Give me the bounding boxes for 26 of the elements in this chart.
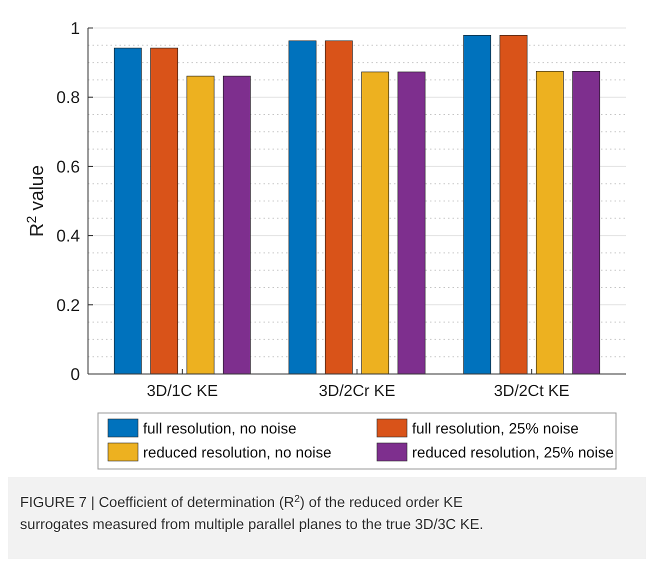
bar	[288, 40, 316, 374]
legend-label: reduced resolution, 25% noise	[412, 444, 614, 462]
bar	[572, 70, 600, 374]
bar	[186, 76, 214, 374]
bar	[324, 40, 353, 374]
y-tick-label: 0.6	[56, 157, 80, 176]
caption: FIGURE 7 | Coefficient of determination (R$^{2}$) of the reduced order KE surrogates measured from multiple parallel planes to the true 3D/3C KE.	[20, 494, 484, 533]
y-tick-label: 1	[70, 18, 80, 38]
bar	[222, 76, 251, 374]
legend-label: full resolution, no noise	[143, 420, 296, 438]
bar	[500, 34, 528, 374]
x-tick-label: 3D/2Ct KE	[494, 383, 570, 400]
x-tick-label: 3D/1C KE	[146, 383, 218, 400]
bar	[463, 34, 492, 374]
bar	[398, 72, 426, 374]
bar	[150, 48, 178, 374]
bar	[114, 48, 142, 374]
bar	[536, 70, 564, 374]
bar	[361, 72, 390, 374]
y-tick-label: 0.2	[56, 296, 80, 315]
legend-label: reduced resolution, no noise	[143, 444, 332, 462]
legend-label: full resolution, 25% noise	[412, 420, 579, 438]
y-tick-label: 0.8	[56, 88, 80, 108]
x-tick-label: 3D/2Cr KE	[318, 383, 396, 400]
y-tick-label: 0.4	[56, 226, 80, 246]
y-tick-label: 0	[70, 364, 80, 384]
